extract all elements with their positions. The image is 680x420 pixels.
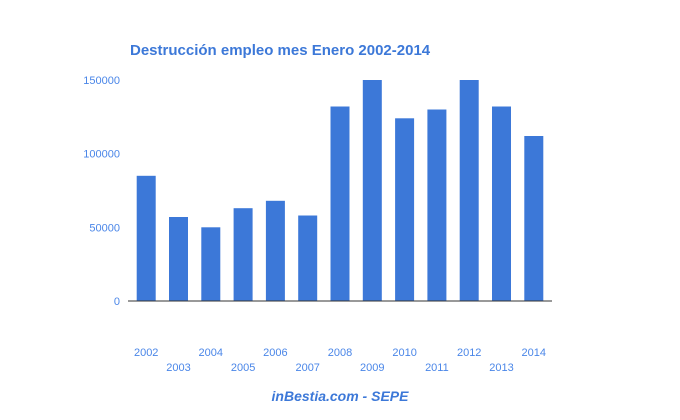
x-tick-label: 2003 bbox=[166, 362, 190, 374]
x-axis-ticks: 2002 2003 2004 2005 2006 2007 2008 2009 2010 2011… bbox=[134, 347, 546, 374]
bar-2006 bbox=[265, 200, 285, 301]
x-tick-label: 2013 bbox=[489, 362, 513, 374]
bar-2013 bbox=[492, 106, 511, 301]
bars bbox=[136, 80, 544, 301]
x-tick-label: 2012 bbox=[457, 347, 481, 359]
x-tick-label: 2007 bbox=[295, 362, 319, 374]
bar-2009 bbox=[362, 80, 382, 301]
bar-2005 bbox=[233, 208, 253, 301]
chart-title: Destrucción empleo mes Enero 2002-2014 bbox=[130, 42, 431, 59]
y-axis-ticks: 0 50000 100000 150000 bbox=[83, 75, 120, 308]
x-tick-label: 2014 bbox=[522, 347, 546, 359]
bar-2010 bbox=[395, 118, 415, 301]
x-tick-label: 2009 bbox=[360, 362, 384, 374]
y-tick-label: 50000 bbox=[89, 222, 120, 234]
x-tick-label: 2005 bbox=[231, 362, 255, 374]
x-tick-label: 2010 bbox=[392, 347, 416, 359]
bar-2003 bbox=[169, 217, 188, 301]
bar-2004 bbox=[201, 227, 221, 301]
bar-2008 bbox=[330, 106, 350, 301]
bar-2011 bbox=[427, 109, 447, 301]
x-tick-label: 2011 bbox=[425, 362, 449, 374]
x-tick-label: 2002 bbox=[134, 347, 158, 359]
bar-2014 bbox=[524, 136, 544, 301]
x-tick-label: 2004 bbox=[199, 347, 223, 359]
x-tick-label: 2008 bbox=[328, 347, 352, 359]
y-tick-label: 100000 bbox=[83, 149, 120, 161]
source-label: inBestia.com - SEPE bbox=[272, 388, 410, 404]
bar-2007 bbox=[298, 215, 318, 301]
bar-2002 bbox=[136, 175, 156, 301]
y-tick-label: 0 bbox=[114, 296, 120, 308]
y-tick-label: 150000 bbox=[83, 75, 120, 87]
bar-2012 bbox=[459, 80, 479, 301]
x-tick-label: 2006 bbox=[263, 347, 287, 359]
